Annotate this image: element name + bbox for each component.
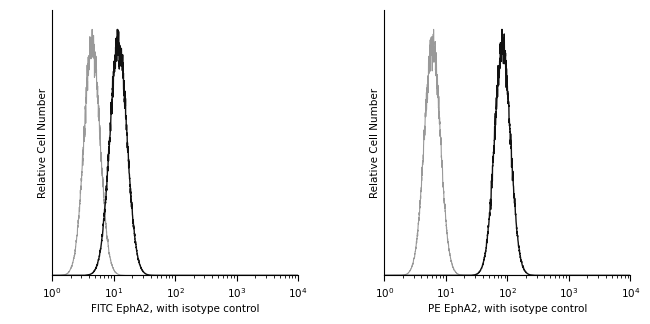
Y-axis label: Relative Cell Number: Relative Cell Number <box>370 87 380 198</box>
Y-axis label: Relative Cell Number: Relative Cell Number <box>38 87 48 198</box>
X-axis label: FITC EphA2, with isotype control: FITC EphA2, with isotype control <box>91 304 259 314</box>
X-axis label: PE EphA2, with isotype control: PE EphA2, with isotype control <box>428 304 587 314</box>
